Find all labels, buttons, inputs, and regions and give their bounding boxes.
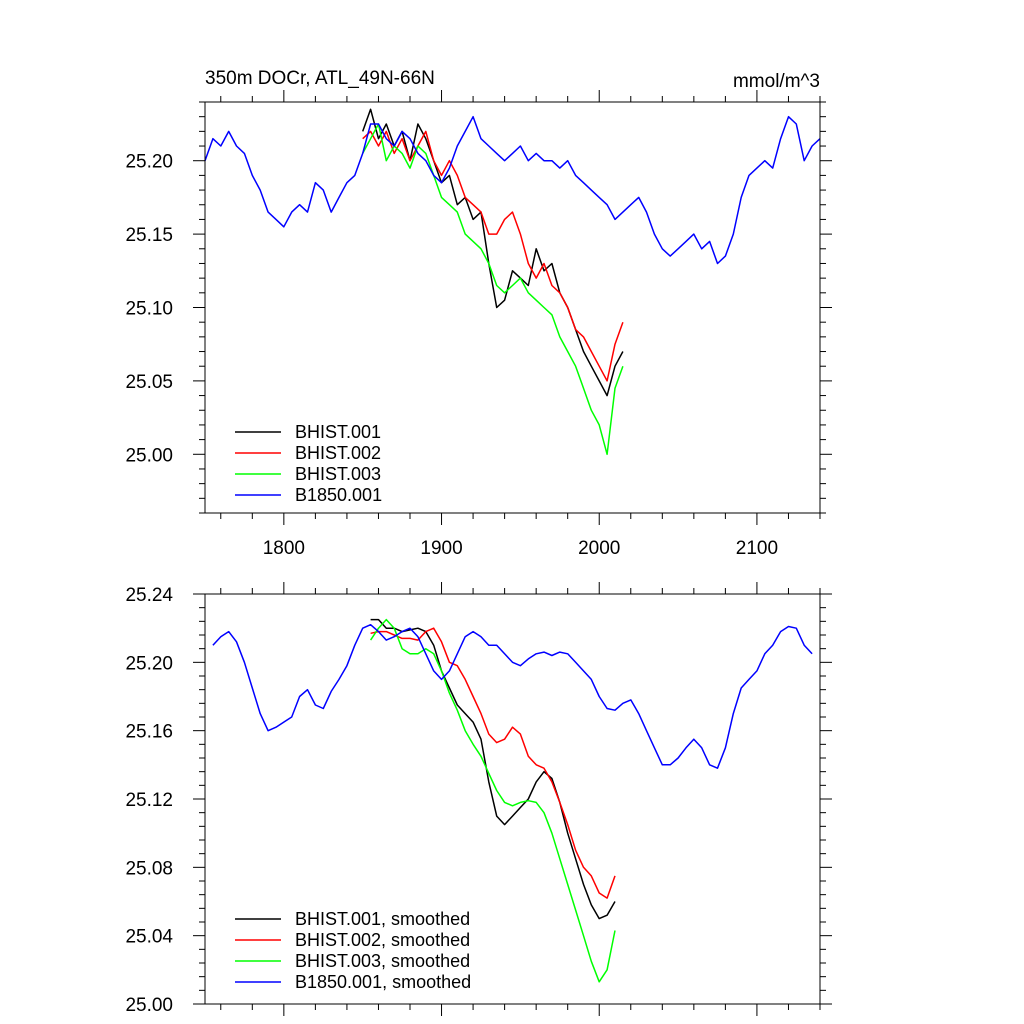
series-line-1 — [370, 627, 616, 899]
chart-title: 350m DOCr, ATL_49N-66N — [205, 68, 435, 89]
series-line-2 — [362, 123, 624, 456]
units-label: mmol/m^3 — [733, 71, 820, 92]
y-tick-label: 25.20 — [125, 653, 173, 674]
series-line-2 — [369, 618, 616, 983]
y-tick-label: 25.00 — [125, 995, 173, 1016]
legend-label: BHIST.003 — [295, 464, 381, 484]
y-tick-label: 25.20 — [125, 152, 173, 173]
series-line-1 — [362, 130, 624, 382]
plot-frame-bottom — [204, 593, 821, 1005]
y-tick-label: 25.10 — [125, 299, 173, 320]
series-line-0 — [361, 108, 624, 397]
bottom-panel: 25.00 25.04 25.08 25.12 25.16 25.20 25.24 BHIS… — [125, 582, 832, 1016]
legend-label: B1850.001, smoothed — [295, 972, 471, 992]
series-line-3 — [212, 623, 813, 769]
legend-label: BHIST.003, smoothed — [295, 951, 470, 971]
legend-label: BHIST.002, smoothed — [295, 930, 470, 950]
y-tick-label: 25.00 — [125, 445, 173, 466]
y-tick-label: 25.24 — [125, 585, 173, 606]
legend-label: BHIST.001 — [295, 422, 381, 442]
y-tick-label: 25.15 — [125, 225, 173, 246]
x-tick-label: 1900 — [420, 538, 462, 559]
legend-label: BHIST.002 — [295, 443, 381, 463]
plot-frame-top — [204, 101, 821, 514]
y-tick-label: 25.12 — [125, 790, 173, 811]
x-tick-label: 2000 — [578, 538, 620, 559]
y-tick-label: 25.08 — [125, 858, 173, 879]
legend-label: BHIST.001, smoothed — [295, 909, 470, 929]
top-panel: 350m DOCr, ATL_49N-66N mmol/m^3 1800 1900… — [125, 68, 832, 559]
x-tick-label: 1800 — [263, 538, 305, 559]
legend-label: B1850.001 — [295, 485, 382, 505]
series-line-3 — [204, 115, 821, 265]
y-tick-label: 25.16 — [125, 722, 173, 743]
x-tick-label: 2100 — [736, 538, 778, 559]
y-tick-label: 25.05 — [125, 372, 173, 393]
y-tick-label: 25.04 — [125, 927, 173, 948]
